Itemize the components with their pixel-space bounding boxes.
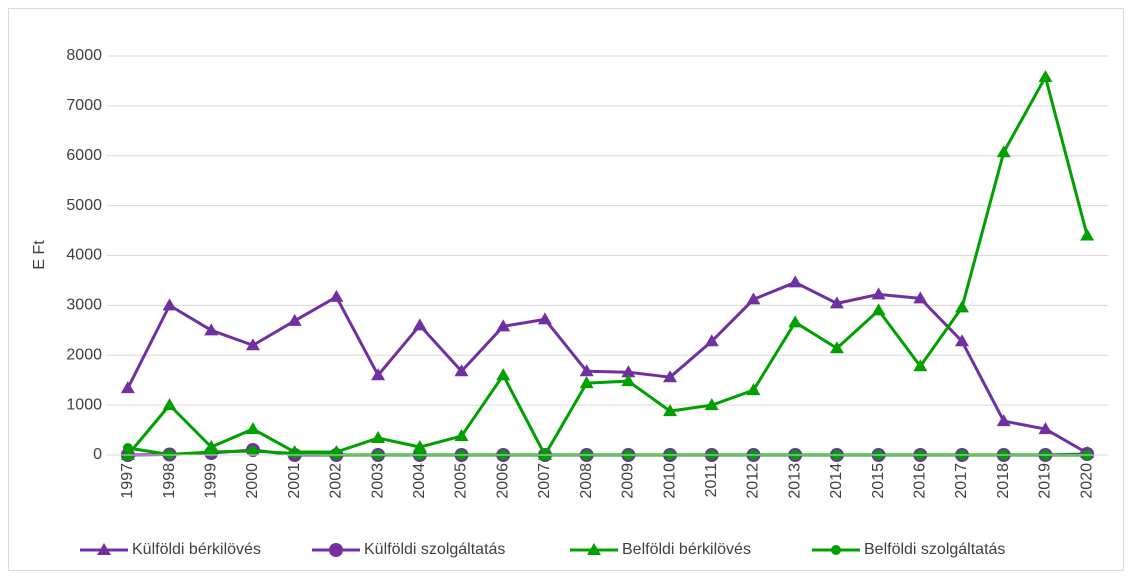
data-point — [245, 338, 260, 351]
data-point — [996, 414, 1011, 427]
data-point — [1080, 228, 1095, 241]
x-tick-label: 2011 — [703, 463, 720, 498]
x-tick-label: 2000 — [244, 463, 261, 499]
x-tick-label: 2015 — [870, 463, 887, 499]
x-tick-label: 2014 — [828, 463, 845, 499]
series-line — [126, 75, 1089, 457]
legend-marker — [831, 545, 841, 555]
x-tick-label: 2004 — [411, 463, 428, 499]
data-point — [829, 296, 844, 309]
x-tick-label: 2012 — [745, 463, 762, 499]
series-line — [126, 280, 1088, 455]
data-point — [746, 292, 761, 305]
x-tick-label: 2005 — [453, 463, 470, 499]
data-point — [245, 422, 260, 435]
data-point — [621, 374, 636, 387]
data-point — [162, 398, 177, 411]
data-point — [663, 404, 678, 417]
legend-marker — [97, 543, 111, 555]
y-tick-label: 3000 — [66, 297, 102, 314]
data-point — [788, 275, 803, 288]
legend-marker — [587, 543, 601, 555]
y-tick-label: 6000 — [66, 147, 102, 164]
data-point — [412, 440, 427, 453]
data-point — [663, 370, 678, 383]
x-tick-label: 2020 — [1078, 463, 1095, 499]
data-point — [829, 341, 844, 354]
x-tick-label: 2019 — [1037, 463, 1054, 499]
data-point — [871, 287, 886, 300]
x-tick-label: 2016 — [912, 463, 929, 499]
data-point — [329, 289, 344, 302]
data-point — [496, 319, 511, 332]
legend-label: Külföldi bérkilövés — [132, 541, 261, 558]
data-point — [371, 368, 386, 381]
data-point — [913, 359, 928, 372]
data-point — [579, 376, 594, 389]
data-point — [204, 323, 219, 336]
x-tick-label: 1998 — [161, 463, 178, 499]
data-point — [704, 398, 719, 411]
y-tick-label: 1000 — [66, 396, 102, 413]
x-tick-label: 2006 — [494, 463, 511, 499]
data-point — [247, 446, 258, 457]
data-point — [371, 431, 386, 444]
data-point — [412, 318, 427, 331]
data-point — [162, 298, 177, 311]
data-point — [955, 300, 970, 313]
y-axis-label: E Ft — [31, 240, 48, 270]
y-tick-label: 4000 — [66, 247, 102, 264]
data-point — [996, 145, 1011, 158]
x-tick-label: 1997 — [119, 463, 136, 499]
legend-label: Külföldi szolgáltatás — [364, 541, 505, 558]
x-tick-label: 2013 — [786, 463, 803, 499]
y-tick-label: 0 — [93, 446, 102, 463]
legend-marker — [329, 543, 343, 557]
legend-label: Belföldi bérkilövés — [622, 541, 751, 558]
x-tick-label: 2003 — [369, 463, 386, 499]
data-point — [871, 303, 886, 316]
data-point — [454, 364, 469, 377]
x-tick-label: 2017 — [953, 463, 970, 499]
data-point — [496, 368, 511, 381]
data-point — [579, 364, 594, 377]
x-tick-label: 2018 — [995, 463, 1012, 499]
legend-label: Belföldi szolgáltatás — [864, 541, 1005, 558]
data-point — [1038, 422, 1053, 435]
x-tick-label: 1999 — [202, 463, 219, 499]
data-point — [122, 443, 133, 454]
data-point — [289, 448, 300, 459]
x-tick-label: 2007 — [536, 463, 553, 499]
data-point — [746, 383, 761, 396]
x-tick-label: 2009 — [620, 463, 637, 499]
x-tick-label: 2001 — [286, 463, 303, 499]
data-point — [120, 448, 135, 460]
data-point — [287, 313, 302, 326]
x-tick-label: 2008 — [578, 463, 595, 499]
data-point — [537, 312, 552, 325]
x-tick-label: 2010 — [661, 463, 678, 499]
data-point — [955, 334, 970, 347]
data-point — [788, 315, 803, 328]
y-tick-label: 7000 — [66, 97, 102, 114]
x-tick-label: 2002 — [328, 463, 345, 499]
data-point — [1038, 69, 1053, 82]
data-point — [120, 381, 135, 394]
data-point — [704, 334, 719, 347]
chart-border — [8, 8, 1124, 571]
y-tick-label: 8000 — [66, 47, 102, 64]
data-point — [206, 447, 217, 458]
y-tick-label: 5000 — [66, 197, 102, 214]
data-point — [621, 365, 636, 378]
data-point — [913, 291, 928, 304]
y-tick-label: 2000 — [66, 346, 102, 363]
data-point — [454, 429, 469, 442]
